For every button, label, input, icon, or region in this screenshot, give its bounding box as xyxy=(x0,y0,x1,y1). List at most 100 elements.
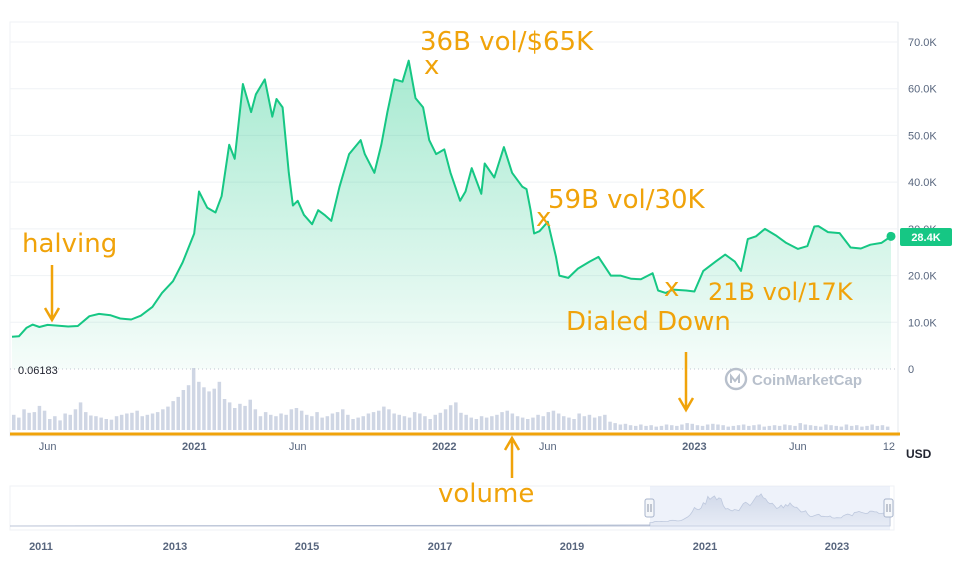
navigator-year-label: 2017 xyxy=(428,541,452,553)
annotation-21b: 21B vol/17K xyxy=(708,278,854,306)
watermark-text: CoinMarketCap xyxy=(752,372,862,389)
volume-bar xyxy=(454,402,458,430)
volume-bar xyxy=(608,421,612,430)
volume-bar xyxy=(12,414,16,430)
volume-bar xyxy=(135,410,139,430)
volume-bar xyxy=(310,416,314,430)
volume-bar xyxy=(73,409,78,430)
navigator-year-label: 2015 xyxy=(295,541,319,553)
volume-bar xyxy=(42,410,47,430)
volume-bar xyxy=(752,425,756,430)
volume-bar xyxy=(68,414,72,430)
range-navigator[interactable]: 2011 2013 2015 2017 2019 2021 2023 xyxy=(9,485,895,553)
volume-bar xyxy=(289,409,294,430)
volume-bar xyxy=(572,419,576,430)
y-tick-label: 50.0K xyxy=(908,130,937,142)
navigator-selection[interactable] xyxy=(650,486,890,530)
volume-bar xyxy=(690,423,694,430)
x-tick-label: Jun xyxy=(789,441,807,453)
volume-bar xyxy=(356,417,360,430)
navigator-handle-right[interactable] xyxy=(883,498,894,518)
volume-bar xyxy=(377,410,381,430)
y-tick-label: 0 xyxy=(908,364,914,376)
volume-bar xyxy=(469,417,473,430)
volume-bar xyxy=(382,406,386,430)
volume-bar xyxy=(392,413,396,430)
volume-bar xyxy=(819,426,823,430)
volume-bar xyxy=(562,416,566,430)
halving-arrow-icon xyxy=(43,265,61,323)
volume-bar xyxy=(685,423,689,430)
volume-bar xyxy=(248,399,252,430)
volume-bar xyxy=(849,425,854,430)
price-line xyxy=(11,59,892,338)
volume-bar xyxy=(125,413,129,430)
volume-bar xyxy=(855,425,859,430)
volume-bar xyxy=(526,419,530,430)
volume-bar xyxy=(654,426,658,430)
volume-bar xyxy=(834,425,838,430)
volume-bar xyxy=(495,414,499,430)
volume-bar xyxy=(253,409,258,430)
navigator-area xyxy=(9,493,891,527)
volume-bar xyxy=(269,414,273,430)
volume-bar xyxy=(777,425,782,430)
volume-bar xyxy=(346,414,350,430)
currency-label: USD xyxy=(906,447,932,461)
volume-bar xyxy=(839,426,844,430)
x-tick-label: 2023 xyxy=(682,441,706,453)
volume-bar xyxy=(63,413,67,430)
volume-bar xyxy=(397,414,401,430)
volume-bar xyxy=(89,415,93,430)
volume-bar xyxy=(176,396,180,430)
volume-bar xyxy=(412,412,417,430)
volume-bar xyxy=(217,381,222,430)
volume-bar xyxy=(32,412,37,430)
coinmarketcap-logo-mark xyxy=(730,373,740,383)
navigator-year-label: 2023 xyxy=(825,541,849,553)
volume-bar xyxy=(459,412,463,430)
navigator-year-label: 2013 xyxy=(163,541,187,553)
volume-bar xyxy=(402,416,407,430)
price-area-fill xyxy=(12,60,891,369)
annotation-59b: 59B vol/30K xyxy=(548,185,706,215)
volume-bar xyxy=(474,419,479,430)
volume-bar xyxy=(716,424,720,430)
volume-bar xyxy=(885,426,890,430)
peak-x-mark: x xyxy=(424,51,439,81)
volume-bar xyxy=(875,425,880,430)
volume-bar xyxy=(238,403,242,430)
annotation-peak: 36B vol/$65K xyxy=(420,27,594,57)
volume-bar xyxy=(567,417,571,430)
volume-bar xyxy=(37,405,42,430)
volume-bar xyxy=(762,426,766,430)
navigator-handle-left[interactable] xyxy=(644,498,655,518)
volume-bar xyxy=(870,424,874,430)
volume-bar xyxy=(371,412,376,430)
volume-bar xyxy=(531,417,535,430)
y-tick-label: 20.0K xyxy=(908,271,937,283)
annotations: 36B vol/$65K x halving 59B vol/30K x 21B… xyxy=(22,27,854,509)
volume-bar xyxy=(490,416,494,430)
volume-bar xyxy=(284,414,288,430)
volume-bar xyxy=(99,417,103,430)
x-tick-label: 2022 xyxy=(432,441,456,453)
x-tick-label: 12 xyxy=(883,441,895,453)
volume-bar xyxy=(263,412,268,430)
x-tick-label: Jun xyxy=(539,441,557,453)
volume-bar xyxy=(94,416,98,430)
volume-arrow-icon xyxy=(503,435,521,478)
x-tick-label: 2021 xyxy=(182,441,206,453)
volume-bar xyxy=(274,416,278,430)
volume-bar xyxy=(592,417,597,430)
volume-bar xyxy=(618,424,623,430)
volume-bar xyxy=(680,424,684,430)
volume-bar xyxy=(510,413,515,430)
volume-bars xyxy=(12,368,890,430)
y-tick-label: 70.0K xyxy=(908,37,937,49)
volume-bar xyxy=(670,425,674,430)
volume-bar xyxy=(114,416,119,430)
volume-bar xyxy=(649,425,653,430)
volume-bar xyxy=(582,416,587,430)
